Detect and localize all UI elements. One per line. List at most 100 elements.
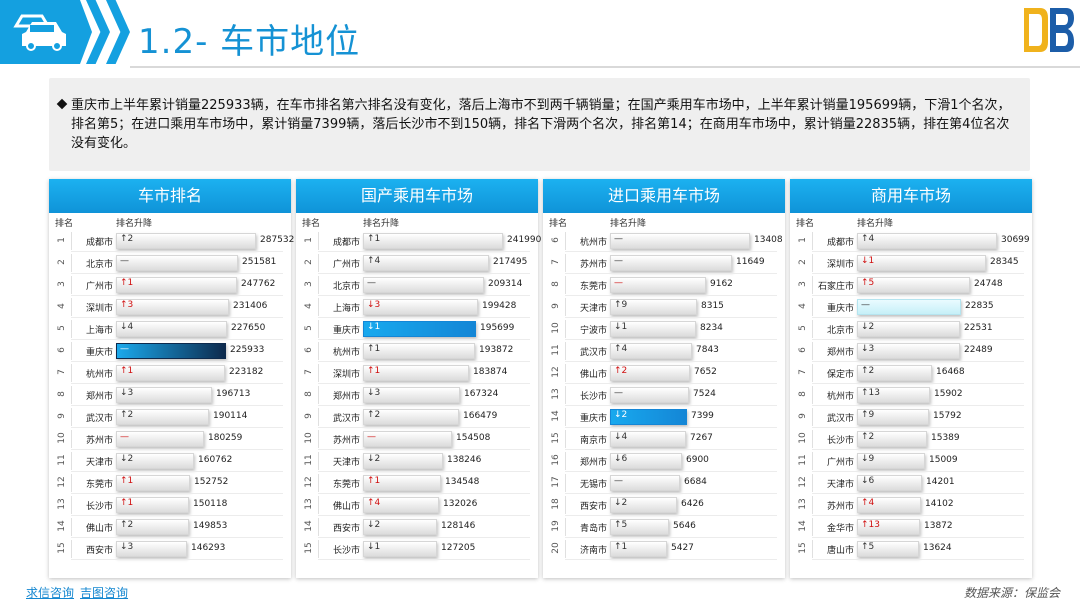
rank-number: 1 xyxy=(57,237,67,243)
city-name: 重庆市 xyxy=(332,326,360,336)
row-divider xyxy=(318,430,319,448)
ranking-row: 11 武汉市 ↑4 7843 xyxy=(543,340,785,362)
rank-change: ↑1 xyxy=(367,234,381,244)
sales-value: 196713 xyxy=(216,389,251,399)
sales-value: 22835 xyxy=(965,301,994,311)
col-rank-label: 排名 xyxy=(549,219,568,229)
sales-value: 13624 xyxy=(923,543,952,553)
sales-value: 209314 xyxy=(488,279,523,289)
row-separator xyxy=(318,339,530,340)
rank-change: ↑13 xyxy=(861,520,880,530)
ranking-row: 12 天津市 ↓6 14201 xyxy=(790,472,1032,494)
ranking-row: 11 天津市 ↓2 160762 xyxy=(49,450,291,472)
ranking-row: 11 广州市 ↓9 15009 xyxy=(790,450,1032,472)
rank-number: 8 xyxy=(57,391,67,397)
value-bar xyxy=(857,299,961,315)
row-divider xyxy=(318,518,319,536)
rank-number: 13 xyxy=(304,498,314,510)
ranking-row: 3 广州市 ↑1 247762 xyxy=(49,274,291,296)
rank-change: ↑1 xyxy=(367,476,381,486)
ranking-row: 5 重庆市 ↓1 195699 xyxy=(296,318,538,340)
row-divider xyxy=(812,430,813,448)
value-bar xyxy=(857,497,921,513)
row-divider xyxy=(812,232,813,250)
row-separator xyxy=(812,405,1024,406)
value-bar xyxy=(363,321,476,337)
rank-number: 8 xyxy=(304,391,314,397)
row-separator xyxy=(812,515,1024,516)
rank-number: 4 xyxy=(304,303,314,309)
rank-number: 2 xyxy=(57,259,67,265)
rank-change: ↑2 xyxy=(367,410,381,420)
row-separator xyxy=(812,273,1024,274)
value-bar xyxy=(116,387,212,403)
footer-link-qiuxin[interactable]: 求信咨询 xyxy=(26,586,75,600)
row-divider xyxy=(812,496,813,514)
row-divider xyxy=(71,232,72,250)
sales-value: 251581 xyxy=(242,257,277,267)
sales-value: 28345 xyxy=(990,257,1019,267)
rank-number: 11 xyxy=(798,454,808,466)
city-name: 苏州市 xyxy=(579,260,607,270)
sales-value: 7524 xyxy=(693,389,716,399)
row-separator xyxy=(565,317,777,318)
rank-number: 15 xyxy=(551,432,561,444)
value-bar xyxy=(116,431,204,447)
panel-overall-ranking: 车市排名 排名 排名升降 1 成都市 ↑2 287532 2 北京市 — 251581 3 广州市… xyxy=(49,179,294,578)
rank-number: 13 xyxy=(551,388,561,400)
row-separator xyxy=(565,471,777,472)
rank-change: ↑5 xyxy=(614,520,628,530)
value-bar xyxy=(857,365,932,381)
value-bar xyxy=(857,541,919,557)
city-name: 郑州市 xyxy=(826,348,854,358)
ranking-row: 10 长沙市 ↑2 15389 xyxy=(790,428,1032,450)
ranking-row: 7 苏州市 — 11649 xyxy=(543,252,785,274)
city-name: 长沙市 xyxy=(826,436,854,446)
row-separator xyxy=(812,493,1024,494)
ranking-row: 16 郑州市 ↓6 6900 xyxy=(543,450,785,472)
rank-change: ↓6 xyxy=(614,454,628,464)
ranking-row: 18 西安市 ↓2 6426 xyxy=(543,494,785,516)
city-name: 武汉市 xyxy=(332,414,360,424)
row-divider xyxy=(71,364,72,382)
value-bar xyxy=(363,453,443,469)
footer-link-jitu[interactable]: 吉图咨询 xyxy=(80,586,129,600)
rank-number: 14 xyxy=(57,520,67,532)
row-separator xyxy=(812,449,1024,450)
rank-number: 9 xyxy=(798,413,808,419)
rank-change: ↓4 xyxy=(614,432,628,442)
sales-value: 150118 xyxy=(193,499,228,509)
sales-value: 225933 xyxy=(230,345,265,355)
value-bar xyxy=(857,321,960,337)
sales-value: 132026 xyxy=(443,499,478,509)
row-separator xyxy=(565,559,777,560)
ranking-row: 15 长沙市 ↓1 127205 xyxy=(296,538,538,560)
ranking-row: 4 上海市 ↓3 199428 xyxy=(296,296,538,318)
footer-links: 求信咨询 吉图咨询 xyxy=(26,584,134,601)
value-bar xyxy=(116,233,256,249)
sales-value: 127205 xyxy=(441,543,476,553)
value-bar xyxy=(116,343,226,359)
rank-number: 3 xyxy=(57,281,67,287)
city-name: 成都市 xyxy=(826,238,854,248)
rank-number: 12 xyxy=(798,476,808,488)
row-divider xyxy=(812,254,813,272)
sales-value: 8234 xyxy=(700,323,723,333)
rank-change: ↓1 xyxy=(367,542,381,552)
sales-value: 7399 xyxy=(691,411,714,421)
value-bar xyxy=(857,277,970,293)
row-separator xyxy=(565,295,777,296)
row-separator xyxy=(565,383,777,384)
row-divider xyxy=(565,364,566,382)
sales-value: 247762 xyxy=(241,279,276,289)
city-name: 重庆市 xyxy=(579,414,607,424)
panel-title: 国产乘用车市场 xyxy=(296,179,538,213)
col-rank-label: 排名 xyxy=(55,219,74,229)
row-divider xyxy=(565,430,566,448)
row-separator xyxy=(812,251,1024,252)
rank-change: ↓2 xyxy=(120,454,134,464)
row-divider xyxy=(812,342,813,360)
row-separator xyxy=(812,383,1024,384)
ranking-row: 5 北京市 ↓2 22531 xyxy=(790,318,1032,340)
city-name: 南京市 xyxy=(579,436,607,446)
